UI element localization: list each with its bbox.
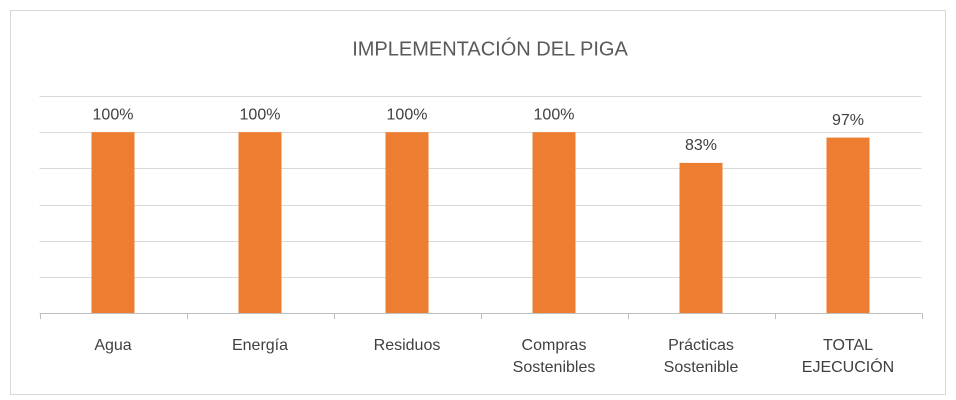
bar — [826, 137, 870, 313]
bar — [679, 162, 723, 313]
x-tick-label: Energía — [231, 337, 289, 354]
chart-title: IMPLEMENTACIÓN DEL PIGA — [352, 37, 628, 60]
bar — [238, 132, 282, 313]
data-label: 97% — [832, 112, 864, 129]
bar — [532, 132, 576, 313]
data-label: 83% — [685, 137, 717, 154]
x-tick-label: TOTAL EJECUCIÓN — [801, 337, 895, 376]
bar — [385, 132, 429, 313]
data-label: 100% — [240, 106, 281, 123]
data-label: 100% — [387, 106, 428, 123]
x-tick-label: Agua — [94, 337, 132, 354]
chart-frame — [10, 10, 946, 395]
x-tick-label: Residuos — [373, 337, 441, 354]
x-tick-label: Compras Sostenibles — [512, 337, 596, 376]
data-label: 100% — [93, 106, 134, 123]
data-label: 100% — [534, 106, 575, 123]
x-tick-label: Prácticas Sostenible — [663, 337, 739, 376]
bar — [91, 132, 135, 313]
